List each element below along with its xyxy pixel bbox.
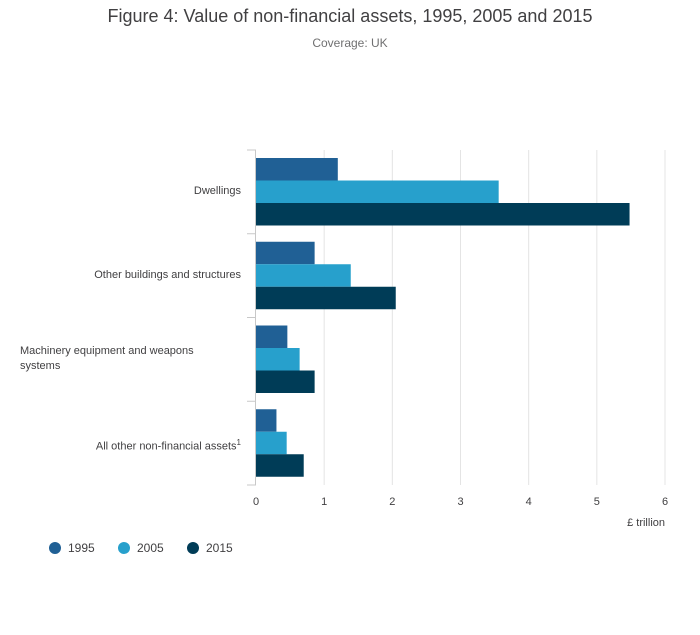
bar-2005-2 [256,264,351,287]
footnote-marker: 1 [236,438,241,448]
category-label: All other non-financial assets1 [95,438,241,453]
bar-1995-2 [256,241,315,265]
x-tick-label: 3 [457,496,463,508]
legend-item: 2005 [118,541,164,555]
x-tick-label: 4 [526,496,532,508]
legend-swatch [118,542,130,554]
legend-label: 1995 [68,541,95,555]
bar-1995-3 [256,325,288,348]
chart-title: Figure 4: Value of non-financial assets,… [107,6,593,26]
legend-item: 2015 [187,541,233,555]
bar-2005-4 [256,431,287,455]
category-label: Other buildings and structures [94,268,241,281]
bar-2015-4 [256,454,304,477]
bar-1995-4 [256,409,277,432]
bar-2005-3 [256,348,300,371]
legend-label: 2015 [206,541,233,555]
x-tick-label: 2 [389,496,395,508]
legend-item: 1995 [49,541,95,555]
legend-swatch [187,542,199,554]
category-label: Dwellings [193,184,241,197]
bar-1995-1 [256,158,338,181]
legend-label: 2005 [137,541,164,555]
legend-swatch [49,542,61,554]
x-tick-label: 6 [662,496,668,508]
bar-2005-1 [256,180,499,203]
bar-2015-2 [256,286,396,310]
bar-2015-3 [256,370,315,393]
x-tick-label: 0 [253,496,259,508]
chart-subtitle: Coverage: UK [312,36,388,50]
bar-2015-1 [256,203,630,226]
x-tick-label: 5 [594,496,600,508]
x-axis-label: £ trillion [627,517,665,529]
category-label: Machinery equipment and weapons systems [20,345,194,373]
x-tick-label: 1 [321,496,327,508]
